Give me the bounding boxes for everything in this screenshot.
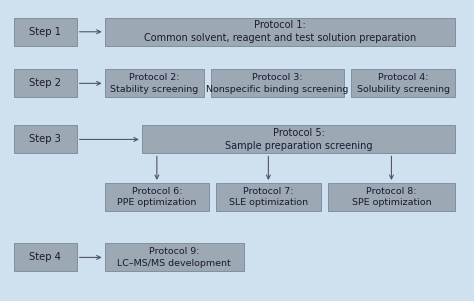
FancyBboxPatch shape (105, 183, 209, 211)
Text: Step 2: Step 2 (29, 78, 62, 88)
FancyBboxPatch shape (14, 126, 77, 154)
FancyBboxPatch shape (211, 69, 344, 98)
FancyBboxPatch shape (105, 69, 204, 98)
Text: Protocol 5:
Sample preparation screening: Protocol 5: Sample preparation screening (225, 128, 372, 151)
FancyBboxPatch shape (351, 69, 456, 98)
FancyBboxPatch shape (14, 69, 77, 98)
Text: Protocol 8:
SPE optimization: Protocol 8: SPE optimization (352, 187, 431, 207)
Text: Protocol 2:
Stability screening: Protocol 2: Stability screening (110, 73, 199, 94)
FancyBboxPatch shape (216, 183, 320, 211)
FancyBboxPatch shape (14, 18, 77, 46)
Text: Step 3: Step 3 (29, 135, 61, 144)
FancyBboxPatch shape (328, 183, 456, 211)
Text: Protocol 3:
Nonspecific binding screening: Protocol 3: Nonspecific binding screenin… (207, 73, 349, 94)
Text: Protocol 6:
PPE optimization: Protocol 6: PPE optimization (117, 187, 197, 207)
FancyBboxPatch shape (105, 18, 456, 46)
FancyBboxPatch shape (142, 126, 456, 154)
Text: Protocol 4:
Solubility screening: Protocol 4: Solubility screening (356, 73, 449, 94)
Text: Step 4: Step 4 (29, 253, 61, 262)
FancyBboxPatch shape (105, 244, 244, 272)
Text: Protocol 7:
SLE optimization: Protocol 7: SLE optimization (229, 187, 308, 207)
Text: Protocol 1:
Common solvent, reagent and test solution preparation: Protocol 1: Common solvent, reagent and … (144, 20, 416, 43)
Text: Step 1: Step 1 (29, 27, 62, 37)
Text: Protocol 9:
LC–MS/MS development: Protocol 9: LC–MS/MS development (118, 247, 231, 268)
FancyBboxPatch shape (14, 244, 77, 272)
